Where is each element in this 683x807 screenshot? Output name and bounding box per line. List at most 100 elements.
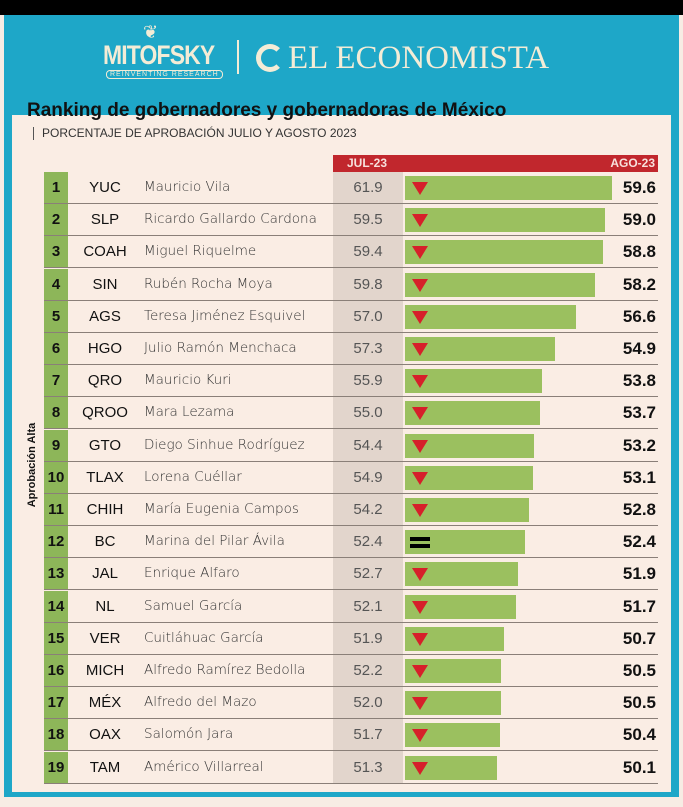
logo-divider (237, 40, 239, 74)
rank: 17 (44, 687, 68, 719)
governor-name: Samuel García (144, 597, 243, 614)
down-triangle-icon (412, 729, 428, 743)
governor-name: Diego Sinhue Rodríguez (144, 436, 305, 453)
table-row: 6 HGO Julio Ramón Menchaca 57.3 54.9 (44, 333, 658, 365)
ago-value: 59.0 (622, 210, 656, 230)
jul-value: 52.0 (353, 694, 383, 712)
jul-value: 51.7 (353, 726, 383, 744)
table-row: 7 QRO Mauricio Kuri 55.9 53.8 (44, 365, 658, 398)
state: QRO (87, 372, 123, 390)
ago-value: 56.6 (622, 306, 656, 326)
down-triangle-icon (412, 310, 428, 324)
jul-value: 52.2 (353, 662, 383, 679)
rank: 2 (44, 204, 68, 236)
table-row: 16 MICH Alfredo Ramírez Bedolla 52.2 50.… (44, 655, 658, 687)
state: CHIH (86, 501, 124, 518)
ago-value: 52.8 (622, 500, 656, 519)
down-triangle-icon (412, 761, 428, 775)
ago-value: 50.5 (622, 693, 656, 713)
down-triangle-icon (412, 632, 428, 646)
side-label: Aprobación Alta (26, 422, 38, 508)
jul-value: 59.5 (353, 211, 383, 229)
el-economista-logo: EL ECONOMISTA (288, 40, 550, 76)
ago-bar (405, 530, 525, 555)
down-triangle-icon (412, 471, 428, 485)
header-jul: JUL-23 (347, 156, 388, 170)
mitofsky-bird-icon: ❦ (143, 22, 159, 42)
down-triangle-icon (412, 504, 428, 517)
jul-column-bg (333, 172, 403, 784)
table-row: 19 TAM Américo Villarreal 51.3 50.1 (44, 751, 658, 784)
ago-value: 53.2 (622, 435, 656, 455)
rank: 10 (44, 461, 68, 493)
jul-value: 61.9 (353, 179, 383, 196)
table-row: 14 NL Samuel García 52.1 51.7 (44, 590, 658, 623)
state: SLP (90, 211, 120, 229)
jul-value: 51.3 (353, 758, 383, 776)
governor-name: Lorena Cuéllar (144, 468, 242, 485)
ago-value: 50.5 (622, 661, 656, 680)
jul-value: 59.8 (353, 275, 383, 293)
down-triangle-icon (412, 697, 428, 711)
header-ago: AGO-23 (610, 156, 655, 170)
jul-value: 57.0 (353, 307, 383, 325)
ago-value: 51.9 (622, 564, 656, 584)
ago-value: 58.8 (622, 242, 656, 262)
state: MÉX (88, 694, 122, 712)
state: VER (89, 629, 121, 647)
governor-name: Enrique Alfaro (144, 565, 240, 582)
top-bar (0, 0, 683, 15)
ago-bar (405, 272, 596, 297)
rank: 4 (44, 268, 68, 300)
table-row: 3 COAH Miguel Riquelme 59.4 58.8 (44, 236, 658, 269)
ago-bar (405, 337, 556, 361)
governor-name: Rubén Rocha Moya (144, 275, 273, 292)
jul-value: 54.9 (353, 468, 383, 486)
ago-value: 58.2 (622, 274, 656, 294)
table-row: 17 MÉX Alfredo del Mazo 52.0 50.5 (44, 687, 658, 720)
jul-value: 54.4 (353, 436, 383, 454)
state: QROO (82, 404, 128, 422)
down-triangle-icon (412, 375, 428, 389)
ago-bar (405, 208, 606, 233)
state: NL (95, 597, 115, 615)
down-triangle-icon (412, 665, 428, 678)
down-triangle-icon (412, 214, 428, 228)
state: HGO (87, 340, 123, 357)
jul-value: 55.9 (353, 372, 383, 390)
down-triangle-icon (412, 439, 428, 453)
rank: 18 (44, 719, 68, 751)
mitofsky-tagline: REINVENTING RESEARCH (106, 70, 223, 79)
rank: 9 (44, 429, 68, 461)
jul-value: 57.3 (353, 340, 383, 357)
equal-icon (410, 537, 430, 549)
jul-value: 52.7 (353, 565, 383, 583)
rank: 16 (44, 655, 68, 686)
table-row: 18 OAX Salomón Jara 51.7 50.4 (44, 719, 658, 752)
ago-bar (405, 176, 613, 200)
state: MICH (85, 662, 125, 679)
state: SIN (92, 275, 118, 293)
rank: 5 (44, 300, 68, 332)
governor-name: Mauricio Kuri (144, 372, 232, 389)
down-triangle-icon (412, 343, 428, 356)
down-triangle-icon (412, 278, 428, 292)
state: YUC (89, 179, 121, 196)
state: TAM (89, 758, 121, 776)
rank: 11 (44, 494, 68, 525)
ago-value: 52.4 (622, 532, 656, 552)
state: JAL (92, 565, 118, 583)
el-economista-globe-icon (256, 44, 284, 72)
table-row: 1 YUC Mauricio Vila 61.9 59.6 (44, 172, 658, 204)
governor-name: Alfredo del Mazo (144, 694, 257, 711)
table-row: 11 CHIH María Eugenia Campos 54.2 52.8 (44, 494, 658, 526)
governor-name: Mauricio Vila (144, 179, 231, 195)
ago-value: 50.7 (622, 628, 656, 648)
table-row: 8 QROO Mara Lezama 55.0 53.7 (44, 397, 658, 430)
ago-bar (405, 304, 576, 329)
rank: 8 (44, 397, 68, 429)
rank: 7 (44, 365, 68, 397)
governor-name: María Eugenia Campos (144, 501, 299, 517)
jul-value: 54.2 (353, 501, 383, 518)
state: TLAX (86, 468, 124, 486)
